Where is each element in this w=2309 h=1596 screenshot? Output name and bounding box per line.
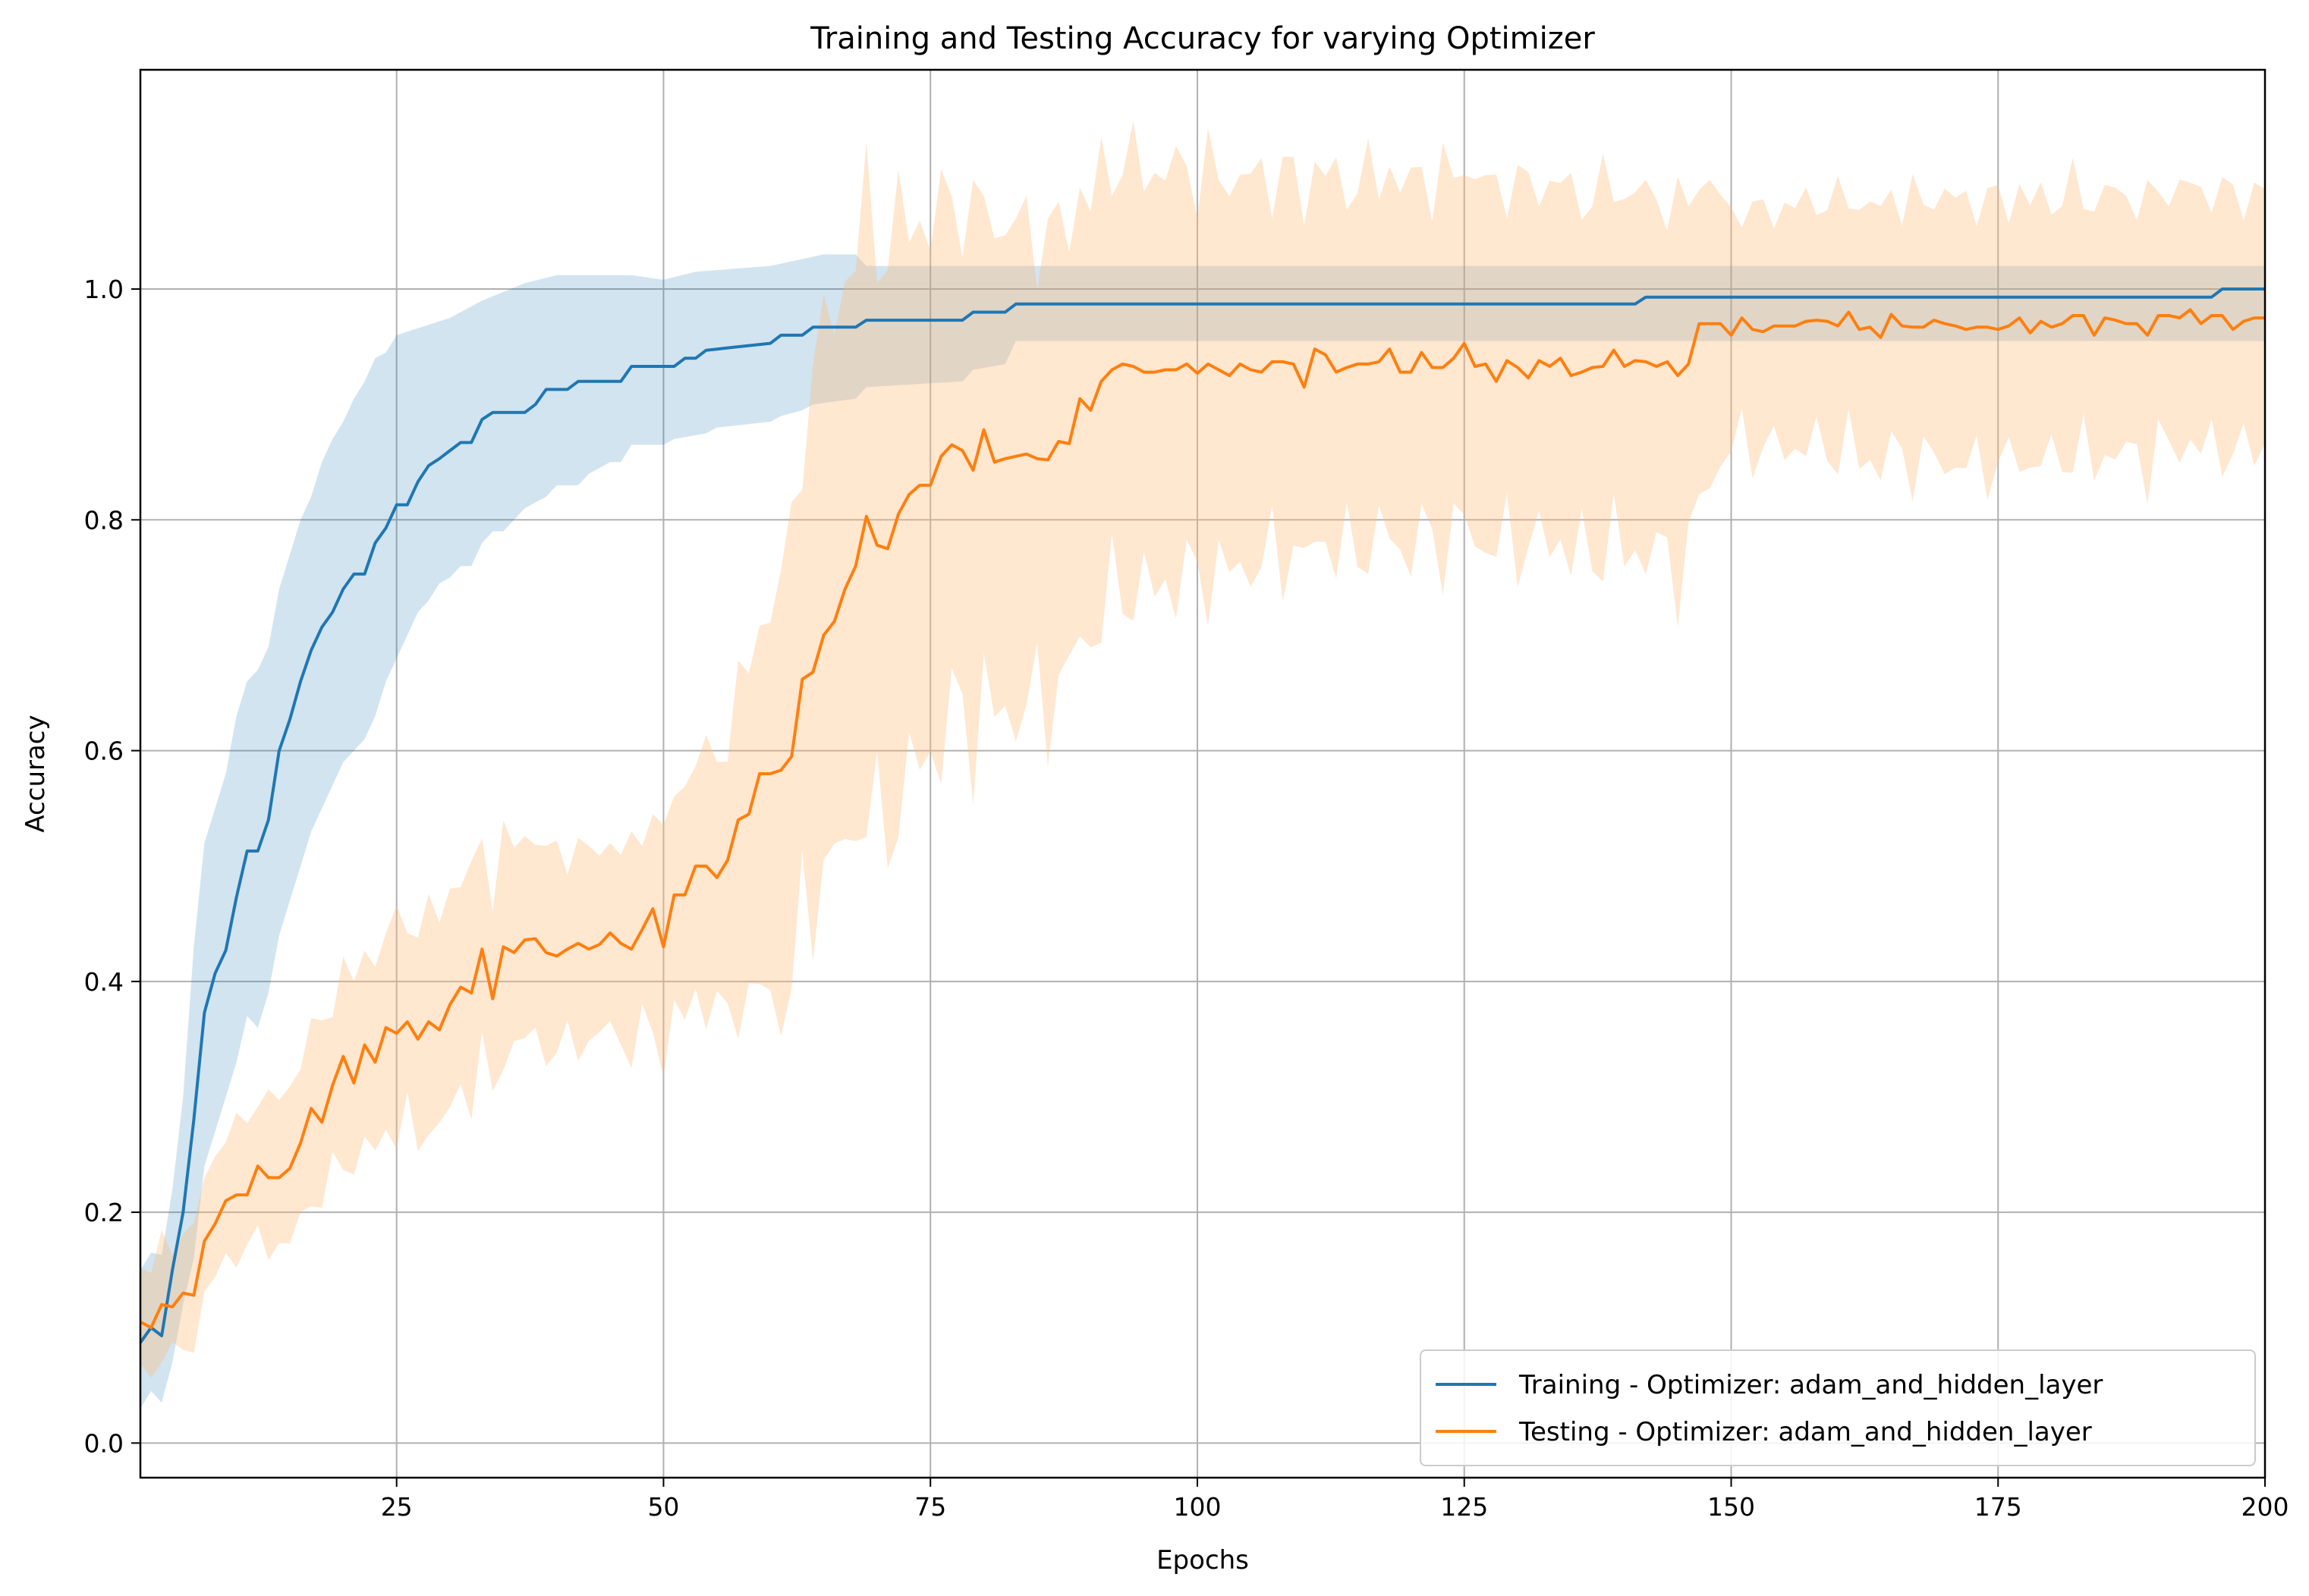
- y-tick-label: 0.6: [84, 737, 124, 766]
- legend-label-training: Training - Optimizer: adam_and_hidden_la…: [1518, 1370, 2103, 1400]
- y-tick-label: 1.0: [84, 275, 124, 304]
- legend-box: [1420, 1349, 2256, 1466]
- testing-std-band: [140, 121, 2265, 1378]
- legend-label-testing: Testing - Optimizer: adam_and_hidden_lay…: [1518, 1417, 2092, 1447]
- y-axis-label: Accuracy: [20, 715, 51, 832]
- x-tick-label: 200: [2241, 1492, 2289, 1522]
- x-tick-label: 100: [1173, 1492, 1221, 1522]
- confidence-bands: [140, 121, 2265, 1409]
- x-tick-label: 25: [381, 1492, 413, 1522]
- testing-accuracy-line: [140, 308, 2265, 1330]
- plot-frame: [139, 68, 2267, 1479]
- x-tick-label: 125: [1440, 1492, 1488, 1522]
- y-tick-label: 0.4: [84, 967, 124, 997]
- chart-legend: Training - Optimizer: adam_and_hidden_la…: [1420, 1349, 2256, 1466]
- x-axis-label: Epochs: [1156, 1545, 1249, 1576]
- axis-ticks: 25 50 75 100 125 150 175 200 0.0 0.2 0.4 0.6 0.8 1.0: [84, 275, 2289, 1522]
- y-tick-label: 0.0: [84, 1428, 124, 1458]
- training-accuracy-line: [139, 287, 2265, 1344]
- y-tick-label: 0.8: [84, 505, 124, 535]
- x-tick-label: 75: [914, 1492, 946, 1522]
- x-tick-label: 175: [1974, 1492, 2022, 1522]
- x-tick-label: 50: [647, 1492, 679, 1522]
- y-tick-label: 0.2: [84, 1198, 124, 1227]
- chart-title: Training and Testing Accuracy for varyin…: [810, 21, 1595, 56]
- x-tick-label: 150: [1707, 1492, 1755, 1522]
- series-lines: [139, 287, 2265, 1344]
